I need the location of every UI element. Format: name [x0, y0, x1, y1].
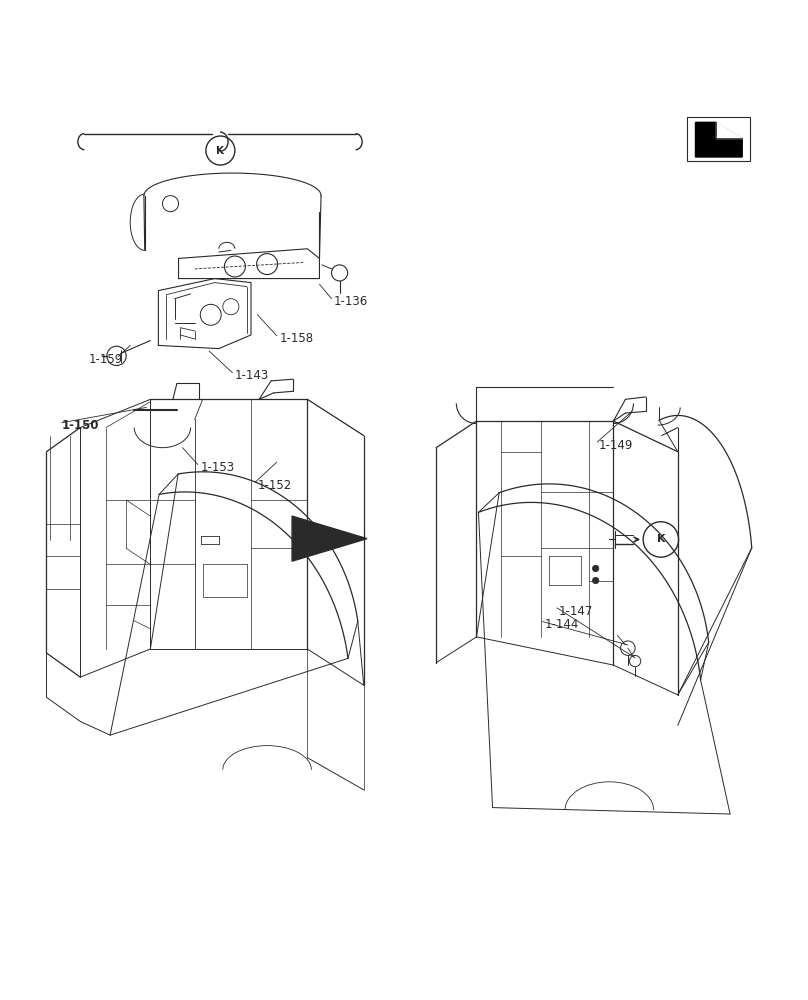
Text: 1-144: 1-144 — [545, 618, 579, 631]
Text: 1-159: 1-159 — [88, 353, 123, 366]
Polygon shape — [716, 122, 743, 138]
Polygon shape — [696, 122, 743, 157]
Text: 1-136: 1-136 — [334, 295, 368, 308]
Polygon shape — [292, 516, 367, 561]
Text: K: K — [657, 534, 665, 544]
Text: 1-150: 1-150 — [61, 419, 99, 432]
Text: K: K — [217, 146, 225, 156]
Text: 1-153: 1-153 — [200, 461, 234, 474]
Text: 1-158: 1-158 — [280, 332, 314, 345]
Circle shape — [592, 565, 599, 572]
Circle shape — [592, 577, 599, 584]
Text: 1-143: 1-143 — [235, 369, 269, 382]
Text: 1-152: 1-152 — [258, 479, 292, 492]
Bar — [688, 117, 751, 161]
Text: 1-147: 1-147 — [558, 605, 593, 618]
Text: 1-149: 1-149 — [599, 439, 633, 452]
Circle shape — [331, 265, 347, 281]
